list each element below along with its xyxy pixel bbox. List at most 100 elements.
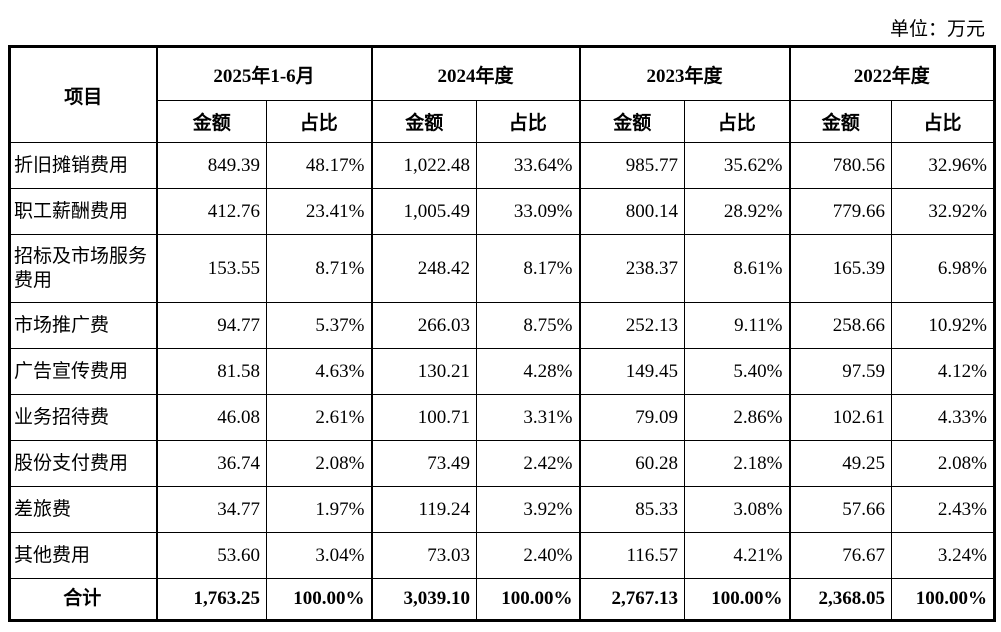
amount-cell: 46.08 — [155, 394, 267, 441]
ratio-cell: 3.04% — [266, 532, 372, 579]
amount-cell: 79.09 — [578, 394, 685, 441]
amount-cell: 153.55 — [155, 234, 267, 303]
amount-cell: 412.76 — [155, 188, 267, 235]
ratio-cell: 1.97% — [266, 486, 372, 533]
ratio-cell: 32.96% — [891, 142, 995, 189]
ratio-cell: 2.43% — [891, 486, 995, 533]
ratio-cell: 2.08% — [891, 440, 995, 487]
amount-cell: 102.61 — [788, 394, 892, 441]
column-header-amount: 金额 — [788, 100, 892, 143]
ratio-cell: 4.12% — [891, 348, 995, 395]
amount-cell: 165.39 — [788, 234, 892, 303]
ratio-cell: 4.33% — [891, 394, 995, 441]
total-row-label: 合计 — [9, 578, 157, 621]
row-item-label: 股份支付费用 — [9, 440, 157, 487]
ratio-cell: 33.09% — [476, 188, 580, 235]
column-header-amount: 金额 — [578, 100, 685, 143]
ratio-cell: 100.00% — [266, 578, 372, 621]
table-row: 股份支付费用 36.74 2.08% 73.49 2.42% 60.28 2.18% 49.2… — [9, 440, 995, 487]
row-item-label: 折旧摊销费用 — [9, 142, 157, 189]
ratio-cell: 2.40% — [476, 532, 580, 579]
amount-cell: 248.42 — [370, 234, 477, 303]
amount-cell: 1,763.25 — [155, 578, 267, 621]
ratio-cell: 3.31% — [476, 394, 580, 441]
amount-cell: 34.77 — [155, 486, 267, 533]
header-row-periods: 项目 2025年1-6月 2024年度 2023年度 2022年度 — [9, 46, 995, 143]
ratio-cell: 4.63% — [266, 348, 372, 395]
column-header-amount: 金额 — [155, 100, 267, 143]
header-row-subcolumns: 金额 占比 金额 占比 金额 占比 金额 占比 — [10, 100, 995, 143]
ratio-cell: 100.00% — [891, 578, 995, 621]
unit-label: 单位：万元 — [889, 19, 985, 40]
ratio-cell: 32.92% — [891, 188, 995, 235]
ratio-cell: 2.61% — [266, 394, 372, 441]
row-item-label: 其他费用 — [9, 532, 157, 579]
amount-cell: 780.56 — [788, 142, 892, 189]
amount-cell: 258.66 — [788, 302, 892, 349]
amount-cell: 73.03 — [370, 532, 477, 579]
ratio-cell: 5.37% — [266, 302, 372, 349]
ratio-cell: 3.24% — [891, 532, 995, 579]
amount-cell: 94.77 — [155, 302, 267, 349]
amount-cell: 100.71 — [370, 394, 477, 441]
total-row: 合计 1,763.25 100.00% 3,039.10 100.00% 2,767.13… — [9, 578, 995, 621]
ratio-cell: 48.17% — [266, 142, 372, 189]
amount-cell: 116.57 — [578, 532, 685, 579]
amount-cell: 849.39 — [155, 142, 267, 189]
amount-cell: 130.21 — [370, 348, 477, 395]
amount-cell: 2,767.13 — [578, 578, 685, 621]
ratio-cell: 10.92% — [891, 302, 995, 349]
amount-cell: 1,022.48 — [370, 142, 477, 189]
row-item-label: 市场推广费 — [9, 302, 157, 349]
ratio-cell: 2.86% — [684, 394, 790, 441]
column-header-item: 项目 — [9, 46, 157, 143]
ratio-cell: 5.40% — [684, 348, 790, 395]
expense-breakdown-table: 项目 2025年1-6月 2024年度 2023年度 2022年度 金额 占比 … — [8, 45, 996, 622]
ratio-cell: 100.00% — [476, 578, 580, 621]
amount-cell: 985.77 — [578, 142, 685, 189]
amount-cell: 76.67 — [788, 532, 892, 579]
table-row: 广告宣传费用 81.58 4.63% 130.21 4.28% 149.45 5.40% 97… — [9, 348, 995, 395]
amount-cell: 73.49 — [370, 440, 477, 487]
amount-cell: 36.74 — [155, 440, 267, 487]
ratio-cell: 8.71% — [266, 234, 372, 303]
column-header-period-2022: 2022年度 — [788, 46, 995, 101]
table-row: 折旧摊销费用 849.39 48.17% 1,022.48 33.64% 985.77 35… — [9, 142, 995, 189]
row-item-label: 差旅费 — [9, 486, 157, 533]
ratio-cell: 2.18% — [684, 440, 790, 487]
table-body: 折旧摊销费用 849.39 48.17% 1,022.48 33.64% 985.77 35… — [9, 142, 995, 621]
amount-cell: 60.28 — [578, 440, 685, 487]
table-row: 差旅费 34.77 1.97% 119.24 3.92% 85.33 3.08% 57.66 2… — [9, 486, 995, 533]
ratio-cell: 8.75% — [476, 302, 580, 349]
row-item-label: 职工薪酬费用 — [9, 188, 157, 235]
ratio-cell: 100.00% — [684, 578, 790, 621]
ratio-cell: 4.21% — [684, 532, 790, 579]
table-row: 业务招待费 46.08 2.61% 100.71 3.31% 79.09 2.86% 102.… — [9, 394, 995, 441]
amount-cell: 266.03 — [370, 302, 477, 349]
amount-cell: 779.66 — [788, 188, 892, 235]
column-header-ratio: 占比 — [684, 100, 790, 143]
ratio-cell: 9.11% — [684, 302, 790, 349]
amount-cell: 119.24 — [370, 486, 477, 533]
ratio-cell: 3.08% — [684, 486, 790, 533]
ratio-cell: 28.92% — [684, 188, 790, 235]
amount-cell: 49.25 — [788, 440, 892, 487]
ratio-cell: 35.62% — [684, 142, 790, 189]
amount-cell: 97.59 — [788, 348, 892, 395]
amount-cell: 800.14 — [578, 188, 685, 235]
ratio-cell: 4.28% — [476, 348, 580, 395]
table-header: 项目 2025年1-6月 2024年度 2023年度 2022年度 金额 占比 … — [9, 46, 995, 143]
ratio-cell: 2.08% — [266, 440, 372, 487]
column-header-period-2024: 2024年度 — [370, 46, 580, 101]
amount-cell: 252.13 — [578, 302, 685, 349]
table-row: 其他费用 53.60 3.04% 73.03 2.40% 116.57 4.21% 76.67… — [9, 532, 995, 579]
amount-cell: 238.37 — [578, 234, 685, 303]
amount-cell: 2,368.05 — [788, 578, 892, 621]
ratio-cell: 6.98% — [891, 234, 995, 303]
ratio-cell: 23.41% — [266, 188, 372, 235]
ratio-cell: 33.64% — [476, 142, 580, 189]
amount-cell: 81.58 — [155, 348, 267, 395]
table-row: 招标及市场服务费用 153.55 8.71% 248.42 8.17% 238.37 8.6… — [9, 234, 995, 303]
ratio-cell: 8.61% — [684, 234, 790, 303]
amount-cell: 85.33 — [578, 486, 685, 533]
